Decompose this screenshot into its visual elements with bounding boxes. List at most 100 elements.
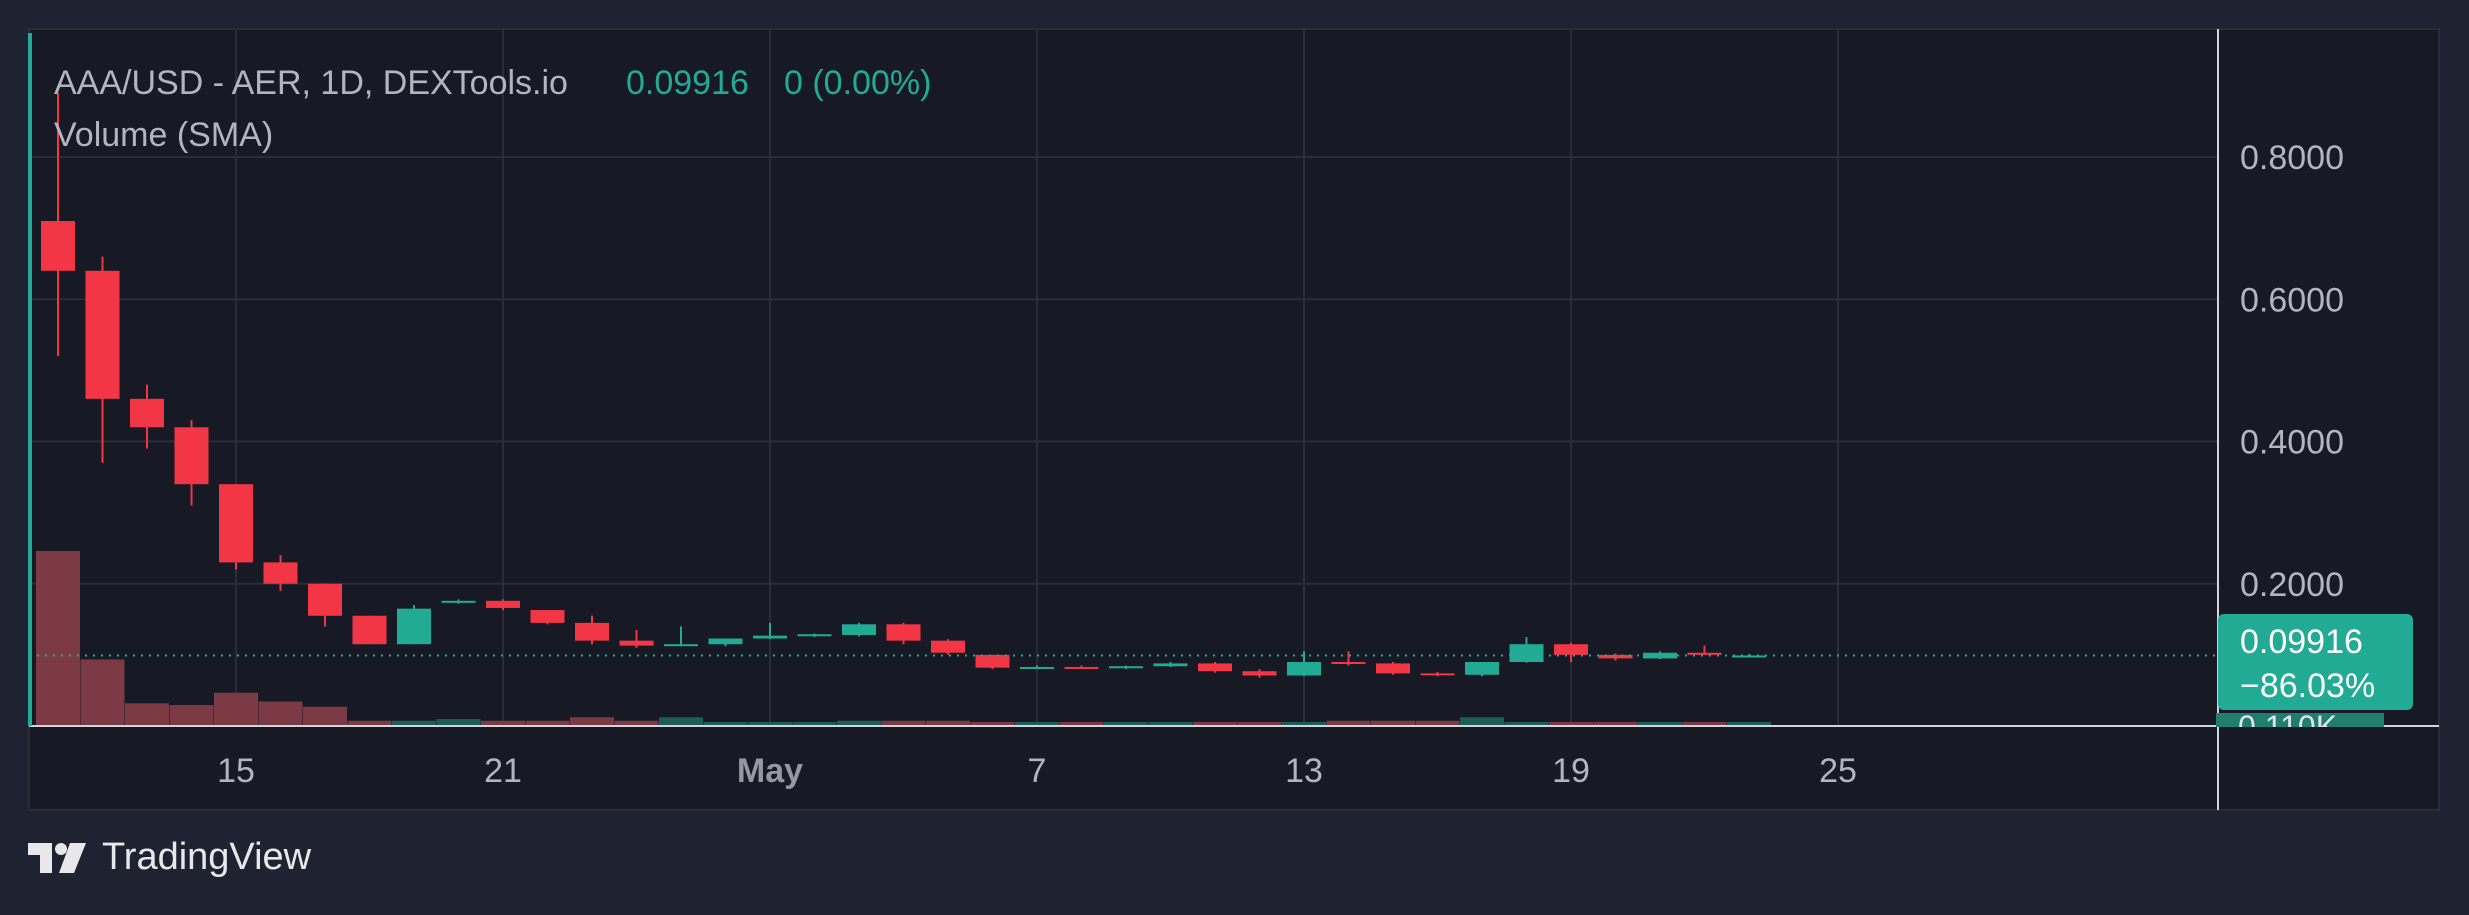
volume-bar [1460, 717, 1504, 726]
candle-body [1554, 644, 1588, 655]
price-tick-label: 0.2000 [2240, 566, 2344, 604]
candle-body [1687, 652, 1722, 655]
candle-body [486, 600, 520, 608]
candle-body [219, 484, 253, 563]
price-tick-label: 0.6000 [2240, 281, 2344, 319]
volume-bar [1682, 722, 1727, 726]
candle-body [1020, 666, 1054, 669]
volume-bar [481, 720, 525, 726]
candle-body [1420, 673, 1455, 676]
candle-body [352, 615, 387, 645]
candle-body [975, 654, 1010, 668]
last-price-value: 0.09916 [626, 64, 749, 102]
candle-body [1064, 666, 1099, 669]
chart-title: AAA/USD - AER, 1D, DEXTools.io [54, 64, 568, 102]
volume-bar [1415, 720, 1460, 726]
volume-bar [703, 722, 748, 726]
volume-bar [1104, 722, 1148, 726]
candle-body [441, 600, 476, 603]
volume-bar [36, 551, 80, 726]
volume-indicator-label: Volume (SMA) [54, 116, 273, 154]
price-badge-value: 0.09916 [2240, 623, 2363, 661]
time-tick-label: 13 [1285, 752, 1323, 790]
candle-body [931, 640, 965, 653]
volume-bar [1371, 720, 1415, 726]
time-axis: 15 21 May 7 13 19 25 [217, 752, 1857, 790]
volume-badge-background [2216, 713, 2384, 727]
volume-bar [1193, 722, 1237, 726]
price-axis: 0.8000 0.6000 0.4000 0.2000 [2240, 139, 2344, 604]
candle-body [1287, 661, 1321, 676]
price-badge[interactable]: 0.110K 0.09916 −86.03% [2216, 614, 2413, 745]
candle-body [1643, 652, 1677, 659]
price-badge-background [2218, 614, 2413, 710]
candle-body [619, 640, 654, 646]
candle-body [797, 634, 832, 637]
candle-body [1331, 661, 1366, 664]
volume-bar [1727, 722, 1771, 726]
volume-bar [347, 720, 392, 726]
candle-body [85, 270, 120, 399]
candle-body [1109, 666, 1143, 669]
candle-body [1598, 654, 1633, 659]
volume-bar [792, 722, 837, 726]
candle-body [1198, 663, 1232, 672]
volume-bar [659, 717, 703, 726]
volume-bar [1059, 722, 1104, 726]
price-badge-change: −86.03% [2240, 667, 2375, 705]
candle-body [530, 610, 565, 623]
volume-bar [926, 720, 970, 726]
volume-bar [614, 720, 659, 726]
volume-bar [80, 659, 125, 726]
volume-bars [36, 551, 1771, 726]
candle-body [1509, 644, 1544, 662]
volume-bar [748, 722, 792, 726]
grid-lines [29, 29, 2218, 726]
time-tick-label: 21 [484, 752, 522, 790]
volume-bar [169, 705, 214, 726]
volume-bar [436, 719, 481, 726]
candle-body [575, 622, 609, 641]
candles [41, 93, 1766, 678]
volume-bar [1638, 722, 1682, 726]
candle-body [1376, 663, 1410, 674]
volume-bar [1015, 722, 1059, 726]
time-tick-label: 19 [1552, 752, 1590, 790]
volume-bar [970, 722, 1015, 726]
candle-body [130, 398, 164, 428]
candle-body [664, 644, 698, 647]
volume-bar [525, 720, 570, 726]
volume-bar [1282, 722, 1326, 726]
tradingview-logo-icon [28, 842, 86, 873]
volume-bar [214, 692, 258, 726]
chart-legend: AAA/USD - AER, 1D, DEXTools.io 0.09916 0… [54, 64, 931, 154]
candle-body [842, 624, 876, 635]
volume-bar [1549, 722, 1593, 726]
volume-bar [1593, 722, 1638, 726]
candle-body [263, 562, 298, 584]
price-tick-label: 0.4000 [2240, 424, 2344, 462]
candle-body [308, 583, 342, 616]
time-tick-label: 7 [1028, 752, 1047, 790]
chart-pane-background [28, 28, 2440, 811]
candle-body [708, 638, 743, 645]
candle-body [1465, 661, 1499, 675]
candle-body [753, 635, 787, 639]
volume-bar [1326, 720, 1371, 726]
time-tick-label: May [737, 752, 803, 790]
candle-body [1153, 663, 1188, 667]
price-tick-label: 0.8000 [2240, 139, 2344, 177]
volume-badge-value: 0.110K [2238, 709, 2337, 745]
price-change: 0 (0.00%) [784, 64, 931, 102]
candle-body [886, 624, 921, 641]
brand-name: TradingView [102, 836, 312, 878]
volume-bar [570, 717, 614, 726]
time-tick-label: 25 [1819, 752, 1857, 790]
volume-bar [125, 703, 169, 726]
tradingview-branding[interactable]: TradingView [28, 836, 311, 879]
volume-bar [392, 720, 436, 726]
candle-body [1242, 671, 1277, 676]
candle-body [41, 221, 75, 271]
volume-bar [303, 706, 347, 726]
